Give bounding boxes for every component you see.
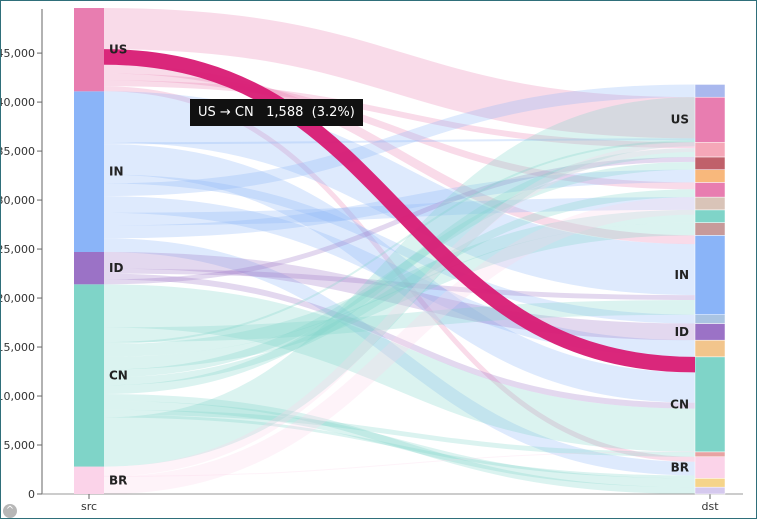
tooltip: US → CN 1,588 (3.2%)	[190, 99, 363, 126]
dst-node-other-10[interactable]	[694, 169, 726, 183]
dst-node-other-12[interactable]	[694, 142, 726, 158]
src-node-label: IN	[109, 165, 124, 179]
src-node-br[interactable]	[74, 466, 104, 494]
dst-column-label: dst	[701, 500, 719, 513]
link-br-other-9[interactable]	[103, 197, 696, 495]
src-column-label: src	[81, 500, 97, 513]
dst-node-label: US	[671, 113, 689, 127]
dst-node-label: IN	[674, 268, 689, 282]
link-in-other-5[interactable]	[103, 174, 696, 324]
y-tick-label: 20,000	[1, 292, 35, 305]
link-in-us[interactable]	[103, 138, 696, 145]
link-cn-cn[interactable]	[103, 284, 696, 452]
link-cn-other-3[interactable]	[103, 409, 696, 457]
dst-node-in[interactable]	[694, 235, 726, 315]
link-in-other-13[interactable]	[103, 84, 696, 197]
dst-node-id[interactable]	[694, 323, 726, 341]
y-tick-label: 25,000	[1, 243, 35, 256]
link-cn-other-12[interactable]	[103, 148, 696, 395]
link-us-other-12[interactable]	[103, 80, 696, 149]
link-us-cn[interactable]	[103, 49, 696, 373]
link-in-br[interactable]	[103, 238, 696, 476]
dst-node-br[interactable]	[694, 456, 726, 479]
src-node-id[interactable]	[74, 251, 104, 285]
logo-icon: ^	[3, 504, 17, 518]
dst-node-other-3[interactable]	[694, 451, 726, 458]
dst-node-other-9[interactable]	[694, 182, 726, 198]
link-br-us[interactable]	[103, 142, 696, 477]
dst-node-label: BR	[671, 461, 689, 475]
src-node-label: ID	[109, 261, 123, 275]
y-tick-label: 0	[28, 488, 35, 501]
dst-node-other-7[interactable]	[694, 209, 726, 223]
src-node-cn[interactable]	[74, 284, 104, 467]
link-in-cn[interactable]	[103, 144, 696, 403]
highlighted-link-layer	[103, 49, 696, 373]
tooltip-value: 1,588	[266, 105, 304, 120]
link-cn-other-7[interactable]	[103, 209, 696, 357]
link-br-cn[interactable]	[103, 451, 696, 477]
y-tick-label: 10,000	[1, 390, 35, 403]
y-axis: 0 5,000 10,000 15,000 20,000 25,000 30,000 35,0…	[1, 9, 743, 501]
y-tick-label: 45,000	[1, 47, 35, 60]
dst-node-other-2[interactable]	[694, 478, 726, 488]
dst-node-us[interactable]	[694, 96, 726, 143]
dst-node-cn[interactable]	[694, 356, 726, 453]
links-layer	[103, 8, 696, 495]
link-cn-other-6[interactable]	[103, 222, 696, 370]
link-id-cn[interactable]	[103, 273, 696, 409]
source-nodes	[74, 8, 104, 494]
dst-node-label: ID	[675, 325, 689, 339]
y-tick-label: 40,000	[1, 96, 35, 109]
dst-node-other-5[interactable]	[694, 314, 726, 324]
link-cn-in[interactable]	[103, 299, 696, 343]
link-cn-us[interactable]	[103, 140, 696, 345]
link-cn-br[interactable]	[103, 414, 696, 479]
src-node-label: US	[109, 43, 127, 57]
link-cn-other-1[interactable]	[103, 394, 696, 495]
dst-node-other-11[interactable]	[694, 156, 726, 170]
link-us-other-9[interactable]	[103, 73, 696, 190]
dst-node-other-4[interactable]	[694, 339, 726, 358]
y-tick-label: 15,000	[1, 341, 35, 354]
column-names: src dst	[81, 500, 719, 513]
link-cn-other-13[interactable]	[103, 97, 696, 467]
dst-node-label: CN	[670, 397, 689, 411]
src-node-in[interactable]	[74, 91, 104, 252]
link-cn-other-9[interactable]	[103, 189, 696, 386]
link-id-in[interactable]	[103, 268, 696, 301]
tooltip-route: US → CN	[198, 105, 254, 120]
dst-node-other-6[interactable]	[694, 222, 726, 236]
target-nodes	[694, 84, 726, 495]
y-tick-label: 35,000	[1, 145, 35, 158]
y-tick-label: 30,000	[1, 194, 35, 207]
src-node-label: CN	[109, 368, 128, 382]
src-node-us[interactable]	[74, 8, 104, 92]
link-cn-other-11[interactable]	[103, 161, 696, 378]
link-cn-other-2[interactable]	[103, 400, 696, 488]
src-node-label: BR	[109, 473, 127, 487]
node-labels: BR CN ID IN US BR CN ID IN US	[109, 43, 689, 488]
tooltip-share: (3.2%)	[311, 105, 355, 120]
link-us-us[interactable]	[103, 8, 696, 139]
dst-node-other-1[interactable]	[694, 486, 726, 495]
y-tick-label: 5,000	[4, 439, 36, 452]
dst-node-other-13[interactable]	[694, 84, 726, 98]
dst-node-other-8[interactable]	[694, 196, 726, 211]
link-id-id[interactable]	[103, 251, 696, 341]
